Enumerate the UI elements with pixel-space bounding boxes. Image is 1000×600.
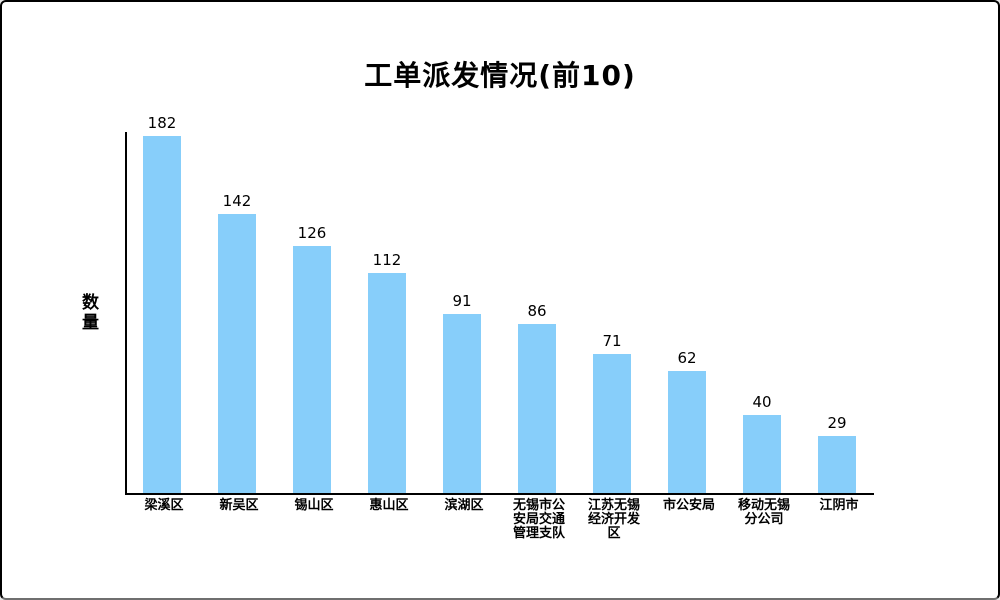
y-axis-line: [125, 132, 127, 495]
x-axis-line: [125, 493, 874, 495]
x-axis-category-label: 滨湖区: [444, 498, 484, 513]
x-axis-category-label: 惠山区: [369, 498, 409, 513]
bar-value-label: 62: [677, 349, 697, 367]
bar-value-label: 40: [752, 393, 772, 411]
bar-value-label: 86: [527, 302, 547, 320]
x-axis-category-label: 移动无锡分公司: [737, 498, 790, 527]
x-axis-category-label: 无锡市公安局交通管理支队: [512, 498, 565, 541]
x-axis-category-label: 江阴市: [819, 498, 859, 513]
bar[interactable]: [143, 136, 181, 493]
bar[interactable]: [443, 314, 481, 493]
x-axis-category-label: 市公安局: [662, 498, 715, 513]
bar-value-label: 126: [297, 224, 327, 242]
bar[interactable]: [293, 246, 331, 493]
bar[interactable]: [518, 324, 556, 493]
x-axis-category-label: 新吴区: [219, 498, 259, 513]
plot-area: 182 142 126 112 91 86 71 62 40 29: [125, 114, 874, 495]
bar[interactable]: [593, 354, 631, 493]
bar[interactable]: [218, 214, 256, 493]
bar-value-label: 91: [452, 292, 472, 310]
y-axis-label: 数量: [78, 293, 98, 333]
bar-value-label: 71: [602, 332, 622, 350]
x-axis-category-label: 锡山区: [294, 498, 334, 513]
x-axis-labels: 梁溪区 新吴区 锡山区 惠山区 滨湖区 无锡市公安局交通管理支队 江苏无锡经济开发区 市公安局…: [127, 499, 874, 559]
chart-title: 工单派发情况(前10): [364, 59, 636, 92]
bar-value-label: 142: [222, 192, 252, 210]
x-axis-category-label: 江苏无锡经济开发区: [587, 498, 640, 541]
bar-value-label: 112: [372, 251, 402, 269]
bar[interactable]: [368, 273, 406, 493]
bar-value-label: 29: [827, 414, 847, 432]
bar-value-label: 182: [147, 114, 177, 132]
bar[interactable]: [818, 436, 856, 493]
bar[interactable]: [743, 415, 781, 493]
bar[interactable]: [668, 371, 706, 493]
x-axis-category-label: 梁溪区: [144, 498, 184, 513]
